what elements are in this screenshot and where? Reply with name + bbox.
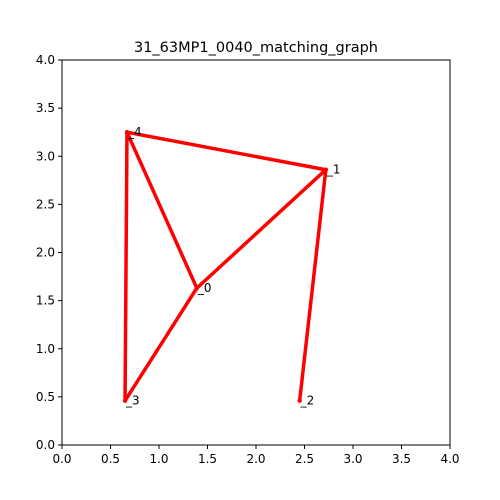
node-point_0 — [194, 285, 200, 291]
edge_4-_3 — [123, 130, 129, 403]
edge_0-_1 — [195, 167, 328, 290]
node-point_1 — [323, 167, 329, 172]
node-label_2: _2 — [300, 394, 315, 408]
y-tick-label: 3.0 — [36, 149, 55, 163]
y-tick-label: 1.5 — [36, 294, 55, 308]
node-label_4: _4 — [127, 125, 142, 139]
x-tick-label: 0.5 — [101, 452, 120, 466]
y-tick-label: 2.0 — [36, 246, 55, 260]
edge_1-_2 — [297, 167, 328, 403]
y-tick-label: 3.5 — [36, 101, 55, 115]
y-tick-label: 0.5 — [36, 390, 55, 404]
y-tick-label: 4.0 — [36, 53, 55, 67]
x-tick-label: 1.0 — [149, 452, 168, 466]
edge_4-_1 — [125, 130, 328, 172]
y-axis: 0.0 0.5 1.0 1.5 2.0 2.5 3.0 3.5 4.0 — [36, 53, 62, 452]
node-label_3: _3 — [125, 394, 140, 408]
x-tick-label: 3.5 — [392, 452, 411, 466]
x-axis: 0.0 0.5 1.0 1.5 2.0 2.5 3.0 3.5 4.0 — [52, 445, 460, 466]
y-tick-label: 1.0 — [36, 342, 55, 356]
x-tick-label: 1.5 — [198, 452, 217, 466]
edges-layer — [123, 130, 328, 403]
x-tick-label: 2.5 — [295, 452, 314, 466]
nodes-layer — [122, 129, 329, 403]
node-point_2 — [297, 398, 302, 403]
x-tick-label: 0.0 — [52, 452, 71, 466]
x-tick-label: 2.0 — [246, 452, 265, 466]
plot-frame — [61, 59, 451, 446]
y-tick-label: 0.0 — [36, 438, 55, 452]
edge_0-_3 — [123, 286, 199, 403]
x-tick-label: 3.0 — [343, 452, 362, 466]
edge_4-_0 — [125, 130, 199, 290]
node-label_0: _0 — [197, 281, 212, 295]
node-point_3 — [122, 398, 128, 403]
chart-title: 31_63MP1_0040_matching_graph — [134, 40, 378, 56]
node-labels-layer: _0 _1 _2 _3 _4 — [125, 125, 340, 408]
node-point_4 — [124, 129, 130, 135]
x-tick-label: 4.0 — [440, 452, 459, 466]
node-label_1: _1 — [326, 163, 341, 177]
y-tick-label: 2.5 — [36, 197, 55, 211]
